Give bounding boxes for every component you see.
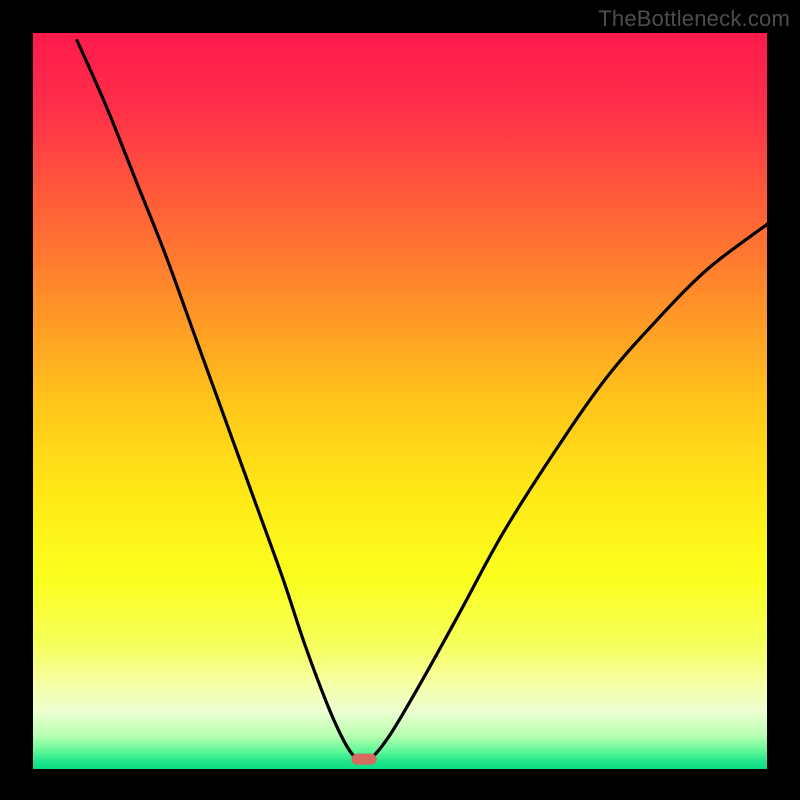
watermark-text: TheBottleneck.com xyxy=(598,6,790,32)
chart-stage: TheBottleneck.com xyxy=(0,0,800,800)
gradient-background xyxy=(33,33,767,769)
bottleneck-chart xyxy=(0,0,800,800)
optimum-marker xyxy=(352,754,377,765)
